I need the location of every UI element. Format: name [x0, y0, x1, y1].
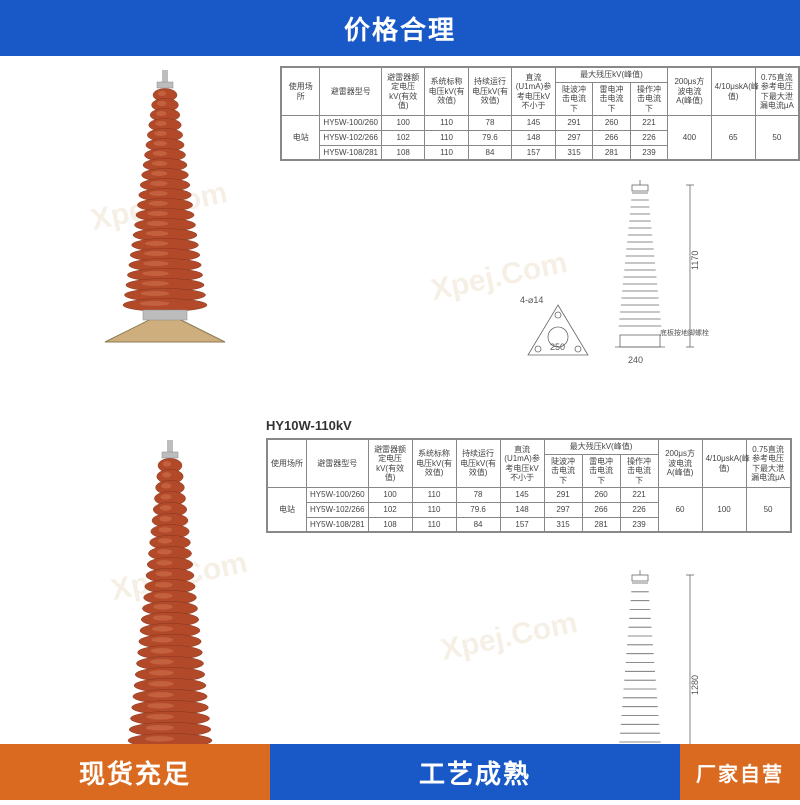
top-banner: 价格合理: [0, 0, 800, 56]
spec-table-1: 使用场所避雷器型号避雷器额定电压kV(有效值)系统标称电压kV(有效值)持续运行…: [280, 66, 800, 161]
base-note: 底板按地脚螺栓: [660, 328, 709, 337]
bottom-right-text: 工艺成熟: [419, 754, 531, 791]
hole-dim: 4-⌀14: [520, 295, 543, 305]
height-dim-1: 1170: [690, 251, 700, 270]
bottom-corner-banner: 厂家自营: [680, 744, 800, 800]
top-banner-text: 价格合理: [344, 10, 456, 47]
section-2-title: HY10W-110kV: [266, 418, 352, 433]
bottom-left-text: 现货充足: [79, 754, 191, 791]
bottom-left-banner: 现货充足: [0, 744, 270, 800]
corner-text: 厂家自营: [696, 758, 784, 787]
arrester-image-1: [80, 70, 250, 360]
bottom-right-banner: 工艺成熟: [270, 744, 680, 800]
height-dim-2: 1280: [690, 675, 700, 695]
plate-dim: 250: [550, 342, 565, 352]
base-width-dim: 240: [628, 355, 643, 365]
elevation-drawing-1: 1170 240 4-⌀14 250 底板按地脚螺栓: [520, 175, 750, 385]
spec-table-2: 使用场所避雷器型号避雷器额定电压kV(有效值)系统标称电压kV(有效值)持续运行…: [266, 438, 792, 533]
